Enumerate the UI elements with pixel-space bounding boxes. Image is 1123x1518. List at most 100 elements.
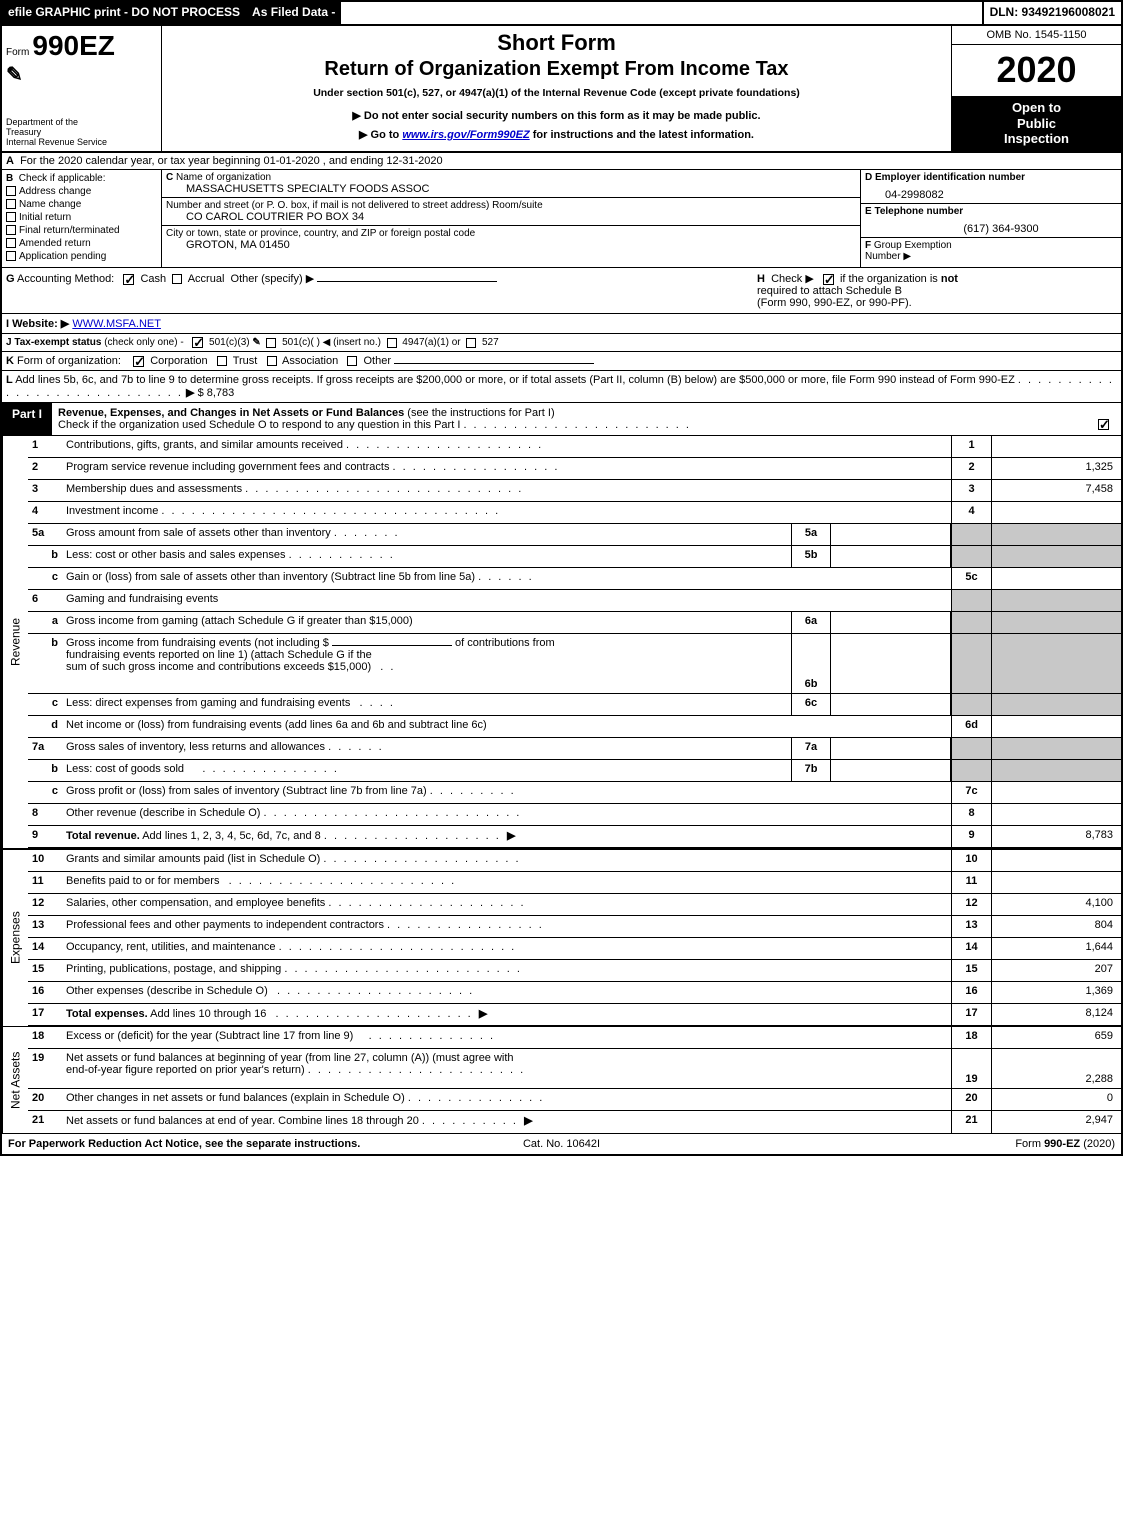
h-block: H Check ▶ if the organization is not req… xyxy=(757,272,1117,309)
line-num: 5a xyxy=(28,524,62,545)
chk-name: Name change xyxy=(6,199,157,210)
checkbox-corp-checked-icon[interactable] xyxy=(133,356,144,367)
col-num-grey xyxy=(951,634,991,693)
arrow-icon: ▶ xyxy=(524,1115,532,1127)
part1-title: Revenue, Expenses, and Changes in Net As… xyxy=(52,403,1121,435)
footer-right: Form 990-EZ (2020) xyxy=(746,1138,1115,1150)
j-opt2: 501(c)( ) ◀ (insert no.) xyxy=(282,337,381,348)
line-desc: Gross income from gaming (attach Schedul… xyxy=(62,612,791,633)
revenue-section: Revenue 1 Contributions, gifts, grants, … xyxy=(2,436,1121,848)
line-text: Gross amount from sale of assets other t… xyxy=(66,527,331,539)
line-11: 11 Benefits paid to or for members . . .… xyxy=(28,872,1121,894)
line-text: Less: cost of goods sold xyxy=(66,763,184,775)
line-desc: Net income or (loss) from fundraising ev… xyxy=(62,716,951,737)
form-page: efile GRAPHIC print - DO NOT PROCESS As … xyxy=(0,0,1123,1156)
checkbox-icon[interactable] xyxy=(172,274,182,284)
dots: . . . . . . . . . . . . . . . . . . . . … xyxy=(308,1064,525,1076)
addr-text: Number and street (or P. O. box, if mail… xyxy=(166,200,543,211)
org-city: GROTON, MA 01450 xyxy=(166,239,856,251)
checkbox-h-checked-icon[interactable] xyxy=(823,274,834,285)
col-num: 3 xyxy=(951,480,991,501)
checkbox-icon[interactable] xyxy=(6,199,16,209)
dots: . . xyxy=(380,661,395,673)
phone-value: (617) 364-9300 xyxy=(865,217,1117,235)
instr2-link[interactable]: www.irs.gov/Form990EZ xyxy=(402,129,529,141)
checkbox-icon[interactable] xyxy=(217,356,227,366)
checkbox-icon[interactable] xyxy=(6,225,16,235)
line-num: 8 xyxy=(28,804,62,825)
org-address: CO CAROL COUTRIER PO BOX 34 xyxy=(166,211,856,223)
c-label: C xyxy=(166,172,173,183)
dots: . . . . . . . . . . . . . . . . . . . . … xyxy=(264,807,522,819)
checkbox-icon[interactable] xyxy=(267,356,277,366)
dots: . . . . . . . . . xyxy=(430,785,516,797)
line-16: 16 Other expenses (describe in Schedule … xyxy=(28,982,1121,1004)
footer-right-bold: 990-EZ xyxy=(1044,1138,1080,1150)
line-desc: Contributions, gifts, grants, and simila… xyxy=(62,436,951,457)
col-num: 20 xyxy=(951,1089,991,1110)
part1-tab: Part I xyxy=(2,403,52,435)
f-text2: Number ▶ xyxy=(865,251,911,262)
col-val xyxy=(991,872,1121,893)
row-i: I Website: ▶ WWW.MSFA.NET xyxy=(2,314,1121,334)
line-5a: 5a Gross amount from sale of assets othe… xyxy=(28,524,1121,546)
checkbox-501c3-checked-icon[interactable] xyxy=(192,337,203,348)
checkbox-cash-checked-icon[interactable] xyxy=(123,274,134,285)
checkbox-icon[interactable] xyxy=(6,238,16,248)
dots: . . . . . . . . . . . . . xyxy=(369,1030,495,1042)
mini-num: 5a xyxy=(791,524,831,545)
line-desc: Grants and similar amounts paid (list in… xyxy=(62,850,951,871)
col-num: 16 xyxy=(951,982,991,1003)
line-21: 21 Net assets or fund balances at end of… xyxy=(28,1111,1121,1133)
c-addr-row: Number and street (or P. O. box, if mail… xyxy=(162,198,860,226)
col-val xyxy=(991,782,1121,803)
line-desc: Excess or (deficit) for the year (Subtra… xyxy=(62,1027,951,1048)
checkbox-icon[interactable] xyxy=(387,338,397,348)
checkbox-icon[interactable] xyxy=(6,186,16,196)
checkbox-icon[interactable] xyxy=(266,338,276,348)
city-text: City or town, state or province, country… xyxy=(166,228,475,239)
line-num: c xyxy=(28,568,62,589)
dots: . . . . . . . . . . . . . . xyxy=(408,1092,545,1104)
line-text: Other revenue (describe in Schedule O) xyxy=(66,807,260,819)
arrow-icon: ▶ xyxy=(479,1008,487,1020)
line-text: Less: direct expenses from gaming and fu… xyxy=(66,697,350,709)
e-row: E Telephone number (617) 364-9300 xyxy=(861,204,1121,238)
line-desc: Salaries, other compensation, and employ… xyxy=(62,894,951,915)
part1-check-text: Check if the organization used Schedule … xyxy=(58,419,460,431)
col-val: 8,124 xyxy=(991,1004,1121,1025)
k-opt1: Corporation xyxy=(150,355,207,367)
checkbox-part1-checked-icon[interactable] xyxy=(1098,419,1109,430)
checkbox-icon[interactable] xyxy=(466,338,476,348)
checkbox-icon[interactable] xyxy=(347,356,357,366)
line-9: 9 Total revenue. Add lines 1, 2, 3, 4, 5… xyxy=(28,826,1121,848)
col-num: 14 xyxy=(951,938,991,959)
line-desc: Gross amount from sale of assets other t… xyxy=(62,524,791,545)
line-text: Printing, publications, postage, and shi… xyxy=(66,963,281,975)
col-val: 207 xyxy=(991,960,1121,981)
col-val: 0 xyxy=(991,1089,1121,1110)
mini-val xyxy=(831,694,951,715)
website-link[interactable]: WWW.MSFA.NET xyxy=(72,318,161,330)
line-desc: Gaming and fundraising events xyxy=(62,590,951,611)
col-num: 1 xyxy=(951,436,991,457)
dots: . . . . . . . . . . . . . . . . . . . . xyxy=(328,897,525,909)
l-text: Add lines 5b, 6c, and 7b to line 9 to de… xyxy=(15,374,1015,386)
col-val xyxy=(991,568,1121,589)
line-desc: Professional fees and other payments to … xyxy=(62,916,951,937)
line-num: 12 xyxy=(28,894,62,915)
col-val: 1,369 xyxy=(991,982,1121,1003)
part1-title-bold: Revenue, Expenses, and Changes in Net As… xyxy=(58,407,404,419)
line-19: 19 Net assets or fund balances at beginn… xyxy=(28,1049,1121,1089)
chk-final: Final return/terminated xyxy=(6,225,157,236)
checkbox-icon[interactable] xyxy=(6,251,16,261)
line-text2: of contributions from xyxy=(455,637,555,649)
checkbox-icon[interactable] xyxy=(6,212,16,222)
col-val-grey xyxy=(991,760,1121,781)
e-label: E Telephone number xyxy=(865,206,963,217)
gh-row: G Accounting Method: Cash Accrual Other … xyxy=(2,268,1121,314)
mini-num: 6c xyxy=(791,694,831,715)
mini-val xyxy=(831,634,951,693)
instr-2: ▶ Go to www.irs.gov/Form990EZ for instru… xyxy=(168,128,945,141)
j-opt3: 4947(a)(1) or xyxy=(402,337,460,348)
